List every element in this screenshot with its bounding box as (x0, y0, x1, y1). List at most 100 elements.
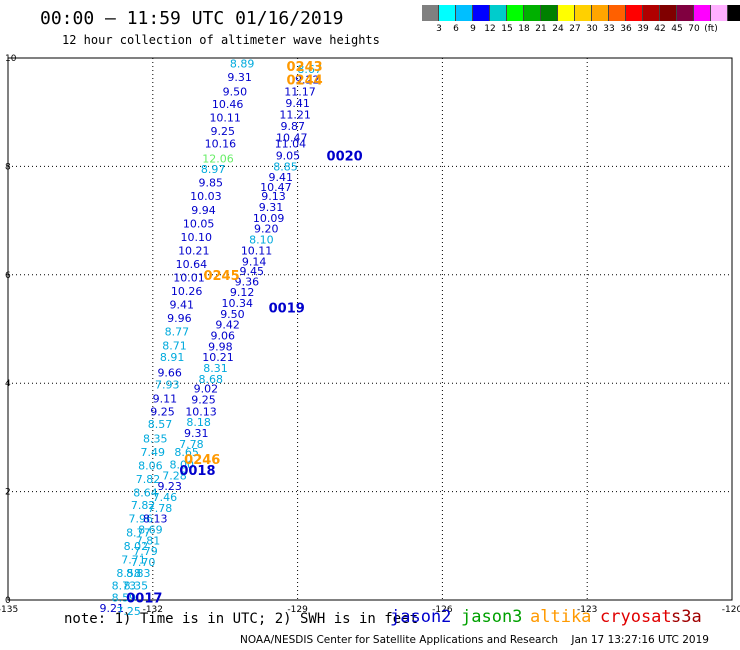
wave-height-value: 8.77 (126, 526, 151, 539)
wave-height-value: 12.06 (202, 152, 234, 165)
scale-label: 3 (436, 24, 442, 34)
x-tick-label: -135 (0, 605, 18, 615)
wave-height-value: 10.21 (178, 244, 210, 257)
wave-height-value: 8.58 (116, 567, 141, 580)
wave-height-value: 9.11 (153, 392, 178, 405)
wave-height-value: 7.28 (162, 469, 187, 482)
wave-height-value: 10.47 (260, 181, 292, 194)
scale-label: 18 (518, 24, 530, 34)
wave-height-value: 8.77 (165, 326, 190, 339)
page-title: 00:00 – 11:59 UTC 01/16/2019 (40, 8, 344, 29)
wave-height-value: 7.46 (153, 491, 178, 504)
wave-height-value: 8.10 (249, 234, 274, 247)
wave-height-value: 8.73 (112, 579, 137, 592)
scale-swatch (626, 5, 643, 21)
wave-height-value: 9.21 (100, 602, 125, 615)
wave-height-value: 9.96 (167, 312, 192, 325)
y-tick-label: 0 (5, 596, 11, 606)
scale-swatch (558, 5, 575, 21)
x-tick-label: -123 (577, 605, 597, 615)
pass-time-label: 0243 (286, 60, 322, 75)
wave-height-value: 9.25 (211, 125, 236, 138)
wave-height-value: 9.31 (259, 201, 284, 214)
wave-height-value: 7.93 (155, 378, 180, 391)
y-tick-label: 2 (5, 488, 11, 498)
wave-height-value: 9.50 (223, 86, 248, 99)
wave-height-value: 9.94 (191, 204, 216, 217)
scale-swatch (592, 5, 609, 21)
page-subtitle: 12 hour collection of altimeter wave hei… (62, 33, 380, 47)
wave-height-value: 10.11 (209, 112, 241, 125)
wave-height-value: 9.14 (242, 255, 267, 268)
scale-swatch (694, 5, 711, 21)
scale-label: 33 (603, 24, 615, 34)
scale-swatch (524, 5, 541, 21)
scale-label: 30 (586, 24, 598, 34)
wave-height-value: 8.68 (198, 373, 223, 386)
x-tick-label: -132 (143, 605, 163, 615)
wave-height-value: 8.00 (170, 459, 195, 472)
pass-time-label: 0020 (327, 150, 363, 165)
wave-height-value: 8.67 (297, 63, 322, 76)
x-tick-label: -129 (287, 605, 308, 615)
scale-label: 9 (470, 24, 476, 34)
wave-height-value: 7.71 (121, 553, 146, 566)
wave-height-value: 10.16 (205, 138, 237, 151)
wave-height-value: 8.71 (162, 339, 187, 352)
wave-height-value: 9.25 (150, 405, 175, 418)
wave-height-value: 8.35 (124, 579, 149, 592)
scale-swatch (677, 5, 694, 21)
wave-height-value: 9.23 (157, 480, 182, 493)
y-tick-label: 4 (5, 379, 11, 389)
wave-height-value: 11.04 (275, 138, 307, 151)
scale-swatch (439, 5, 456, 21)
wave-height-value: 9.41 (170, 299, 195, 312)
wave-height-value: 7.78 (148, 502, 173, 515)
wave-height-value: 9.06 (211, 330, 236, 343)
wave-height-value: 8.59 (112, 591, 137, 604)
scale-label: 21 (535, 24, 547, 34)
wave-height-value: 10.46 (212, 98, 244, 111)
wave-height-value: 9.25 (191, 393, 216, 406)
plot-frame (7, 57, 733, 601)
wave-height-value: 10.01 (173, 272, 205, 285)
legend-altika: altika (530, 607, 592, 627)
wave-height-value: 7.70 (131, 556, 156, 569)
scale-label: 45 (671, 24, 683, 34)
wave-height-value: 9.13 (261, 190, 286, 203)
wave-height-value: 8.35 (143, 432, 168, 445)
footer-credit: NOAA/NESDIS Center for Satellite Applica… (240, 634, 709, 646)
wave-height-value: 8.02 (124, 540, 149, 553)
y-tick-label: 6 (5, 271, 11, 281)
scale-label: 39 (637, 24, 649, 34)
scale-swatch (660, 5, 677, 21)
scale-swatch (473, 5, 490, 21)
wave-height-value: 9.45 (239, 265, 264, 278)
wave-height-value: 8.64 (133, 487, 158, 500)
wave-height-value: 10.26 (171, 285, 203, 298)
wave-height-value: 7.81 (136, 534, 161, 547)
wave-height-value: 7.49 (141, 446, 166, 459)
wave-height-value: 9.41 (285, 97, 310, 110)
wave-height-value: 10.47 (276, 132, 308, 145)
wave-height-value: 9.31 (227, 71, 252, 84)
wave-height-value: 9.85 (198, 177, 223, 190)
scale-label: 27 (569, 24, 581, 34)
wave-height-value: 9.98 (208, 340, 233, 353)
wave-height-value: 8.97 (201, 163, 226, 176)
pass-time-label: 0018 (179, 464, 215, 479)
legend-cryosat: cryosat (600, 607, 672, 627)
wave-height-value: 10.64 (176, 258, 208, 271)
wave-height-value: 7.82 (136, 473, 161, 486)
scale-swatch (422, 5, 439, 21)
legend-jason2: jason2 (390, 607, 452, 627)
scale-label: (ft) (704, 24, 718, 34)
y-tick-label: 8 (5, 162, 11, 172)
x-tick-label: -120 (722, 605, 740, 615)
pass-time-label: 0244 (286, 74, 322, 89)
y-tick-label: 10 (5, 54, 17, 64)
legend-s3a: s3a (671, 607, 702, 627)
scale-swatch (643, 5, 660, 21)
wave-height-value: 9.22 (295, 74, 320, 87)
wave-height-value: 9.20 (254, 223, 279, 236)
